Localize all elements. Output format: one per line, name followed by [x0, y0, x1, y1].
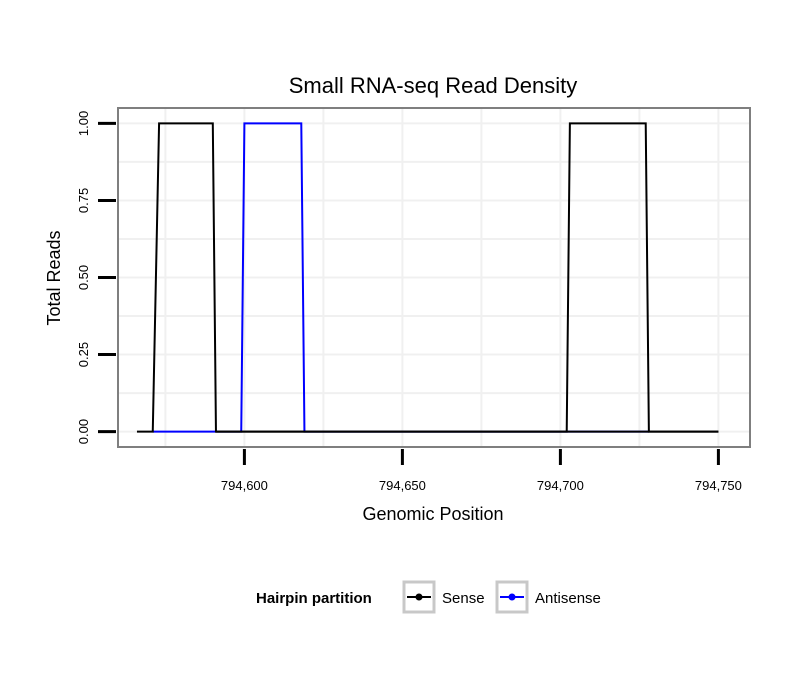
- legend-items: Sense Antisense: [402, 580, 601, 614]
- y-tick-label: 0.25: [76, 342, 91, 367]
- x-axis-label: Genomic Position: [362, 504, 503, 524]
- series-sense-line-2: [215, 122, 719, 433]
- legend-label: Sense: [442, 590, 485, 607]
- plot-border: [117, 107, 751, 448]
- x-tick-label: 794,750: [695, 478, 742, 493]
- y-tick-label: 0.75: [76, 188, 91, 213]
- x-axis: 794,600 794,650 794,700 794,750: [221, 449, 742, 493]
- x-tick-label: 794,600: [221, 478, 268, 493]
- plot-area: [117, 107, 751, 448]
- legend-title: Hairpin partition: [256, 590, 372, 607]
- y-axis-label: Total Reads: [44, 230, 64, 325]
- series-layer: [136, 122, 719, 433]
- chart-title: Small RNA-seq Read Density: [289, 73, 578, 98]
- y-tick-label: 1.00: [76, 111, 91, 136]
- y-tick-label: 0.00: [76, 419, 91, 444]
- legend: Hairpin partition Sense Antisense: [256, 580, 601, 614]
- x-tick-label: 794,650: [379, 478, 426, 493]
- legend-label: Antisense: [535, 590, 601, 607]
- legend-key-point: [508, 593, 516, 601]
- x-tick-label: 794,700: [537, 478, 584, 493]
- y-axis: 0.00 0.25 0.50 0.75 1.00: [76, 111, 116, 444]
- legend-key-point: [415, 593, 423, 601]
- y-tick-label: 0.50: [76, 265, 91, 290]
